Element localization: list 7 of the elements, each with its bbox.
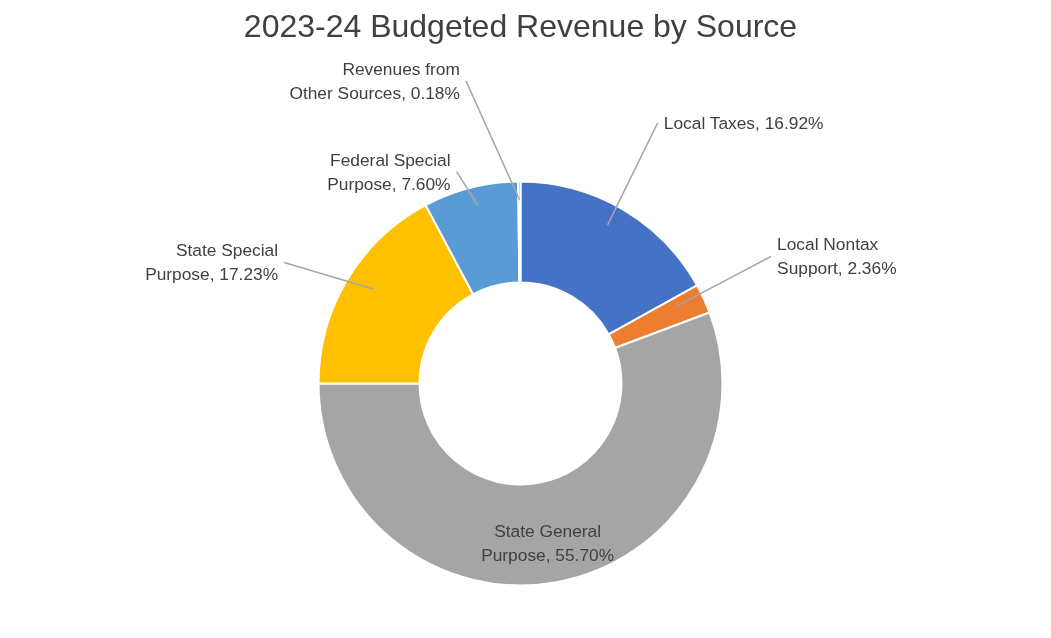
- slice-label: State General Purpose, 55.70%: [481, 520, 615, 565]
- slice-label: Federal Special Purpose, 7.60%: [327, 149, 451, 194]
- slice-label: Local Nontax Support, 2.36%: [777, 234, 897, 279]
- chart-title: 2023-24 Budgeted Revenue by Source: [243, 7, 798, 44]
- slice-label: Local Taxes, 16.92%: [663, 112, 824, 133]
- slice-label: Revenues from Other Sources, 0.18%: [289, 58, 460, 103]
- slice-label: State Special Purpose, 17.23%: [145, 240, 279, 285]
